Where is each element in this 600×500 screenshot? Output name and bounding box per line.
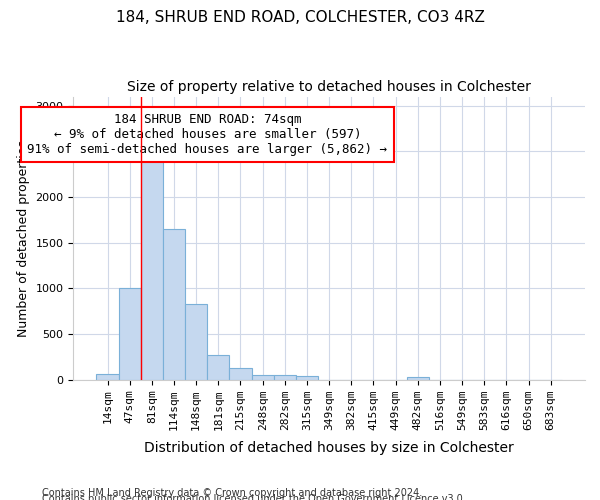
Bar (141, 156, 163, 380)
Bar (274, 375, 296, 380)
Y-axis label: Number of detached properties: Number of detached properties (17, 140, 30, 336)
Title: Size of property relative to detached houses in Colchester: Size of property relative to detached ho… (127, 80, 531, 94)
Bar (207, 355, 229, 380)
Bar (119, 288, 141, 380)
Text: Contains HM Land Registry data © Crown copyright and database right 2024.: Contains HM Land Registry data © Crown c… (42, 488, 422, 498)
X-axis label: Distribution of detached houses by size in Colchester: Distribution of detached houses by size … (144, 441, 514, 455)
Bar (97, 374, 119, 380)
Text: 184, SHRUB END ROAD, COLCHESTER, CO3 4RZ: 184, SHRUB END ROAD, COLCHESTER, CO3 4RZ (116, 10, 484, 25)
Bar (229, 368, 251, 380)
Bar (185, 304, 207, 380)
Text: 184 SHRUB END ROAD: 74sqm
← 9% of detached houses are smaller (597)
91% of semi-: 184 SHRUB END ROAD: 74sqm ← 9% of detach… (27, 113, 387, 156)
Bar (407, 377, 429, 380)
Bar (296, 376, 318, 380)
Bar (163, 229, 185, 380)
Bar (251, 374, 274, 380)
Text: Contains public sector information licensed under the Open Government Licence v3: Contains public sector information licen… (42, 494, 466, 500)
